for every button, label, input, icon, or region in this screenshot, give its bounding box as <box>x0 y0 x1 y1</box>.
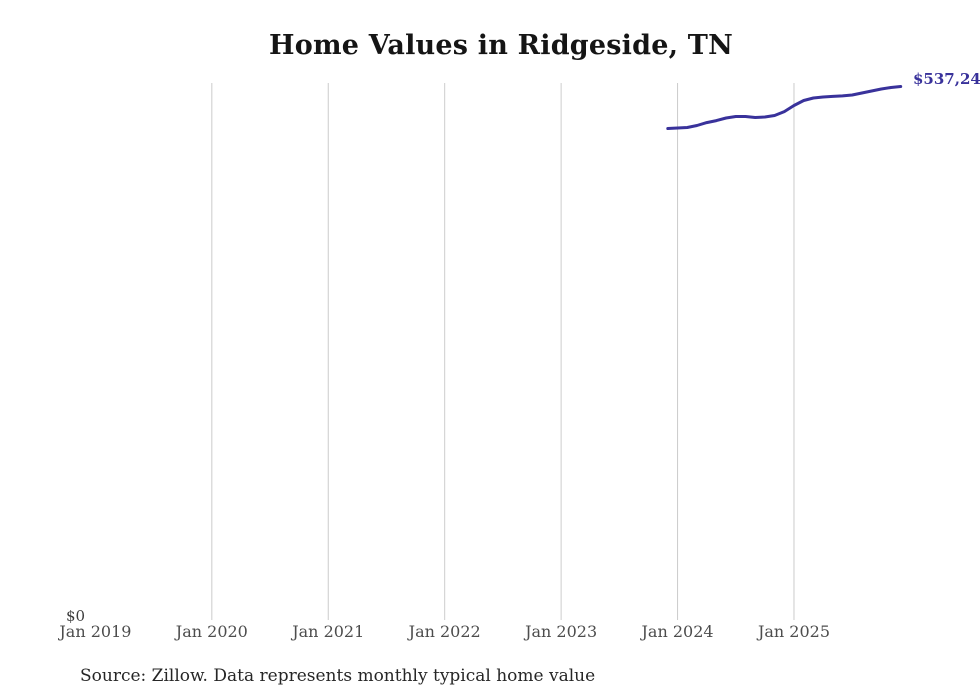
x-axis-label: Jan 2020 <box>175 622 248 641</box>
x-axis-label: Jan 2019 <box>59 622 132 641</box>
x-axis-label: Jan 2022 <box>408 622 481 641</box>
home-value-series-line <box>666 85 903 130</box>
x-axis-label: Jan 2021 <box>292 622 365 641</box>
x-axis-label: Jan 2023 <box>525 622 598 641</box>
source-note: Source: Zillow. Data represents monthly … <box>80 666 596 686</box>
y-axis-zero-label: $0 <box>66 607 86 625</box>
x-axis-label: Jan 2024 <box>641 622 714 641</box>
latest-value-label: $537,244 <box>913 70 980 88</box>
chart-title: Home Values in Ridgeside, TN <box>269 30 733 61</box>
x-axis-label: Jan 2025 <box>757 622 830 641</box>
